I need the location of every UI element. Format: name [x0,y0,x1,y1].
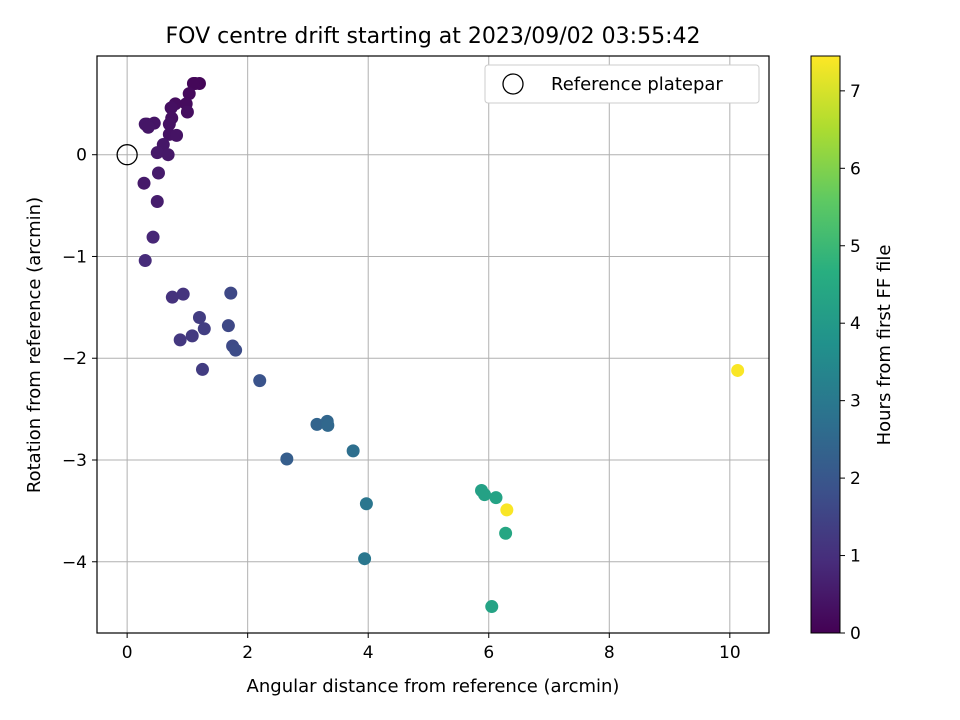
scatter-point [731,363,745,377]
y-tick-label: −1 [62,247,87,267]
y-tick-label: 0 [76,146,87,166]
scatter-point [150,146,164,160]
colorbar-gradient [810,55,841,634]
scatter-point [150,195,164,209]
scatter-point [346,444,360,458]
colorbar-label: Hours from first FF file [874,245,895,446]
legend-box [484,64,760,104]
colorbar-tick-label: 0 [850,624,861,644]
x-tick-label: 2 [242,643,253,663]
legend-marker-icon [502,73,524,95]
colorbar-tick-label: 6 [850,159,861,179]
data-points [137,76,745,614]
scatter-point [478,488,492,502]
scatter-point [138,254,152,268]
y-tick-label: −3 [62,451,87,471]
y-tick-label: −2 [62,349,87,369]
x-axis-label: Angular distance from reference (arcmin) [247,676,620,697]
scatter-point [253,374,267,388]
scatter-point [164,101,178,115]
scatter-point [146,230,160,244]
x-tick-label: 4 [363,643,374,663]
scatter-point [182,87,196,101]
y-axis-ticks: 0 −1 −2 −3 −4 [62,146,97,573]
scatter-point [359,497,373,511]
plot-frame [96,55,770,634]
x-axis-ticks: 0 2 4 6 8 10 [122,633,741,663]
scatter-point [500,503,514,517]
scatter-point [221,319,235,333]
x-tick-label: 8 [604,643,615,663]
colorbar-tick-label: 5 [850,237,861,257]
colorbar-tick-label: 3 [850,392,861,412]
scatter-point [499,526,513,540]
scatter-point [192,311,206,325]
scatter-point [195,362,209,376]
grid [97,56,769,633]
scatter-point [280,452,294,466]
reference-platepar-marker [116,144,138,166]
reference-marker-group [116,144,138,166]
x-tick-label: 6 [483,643,494,663]
scatter-point [137,176,151,190]
legend-label: Reference platepar [551,74,723,95]
y-tick-label: −4 [62,553,87,573]
chart-title: FOV centre drift starting at 2023/09/02 … [166,24,701,49]
scatter-point [197,322,211,336]
scatter-point [170,128,184,142]
scatter-point [224,286,238,300]
scatter-point [485,600,499,614]
scatter-point [321,418,335,432]
colorbar-tick-label: 7 [850,82,861,102]
scatter-point [173,333,187,347]
colorbar: 0 1 2 3 4 5 6 7 Hours from first FF file [810,55,895,644]
scatter-point [161,148,175,162]
x-tick-label: 0 [122,643,133,663]
scatter-point [141,120,155,134]
scatter-point [162,117,176,131]
scatter-point [165,290,179,304]
legend: Reference platepar [484,64,760,104]
colorbar-ticks: 0 1 2 3 4 5 6 7 [840,82,861,644]
scatter-point [185,329,199,343]
scatter-point [489,491,503,505]
colorbar-tick-label: 1 [850,547,861,567]
x-tick-label: 10 [719,643,741,663]
scatter-point [358,552,372,566]
scatter-point [186,76,200,90]
colorbar-tick-label: 4 [850,314,861,334]
scatter-point [176,287,190,301]
scatter-point [310,417,324,431]
colorbar-tick-label: 2 [850,469,861,489]
scatter-point [151,166,165,180]
y-axis-label: Rotation from reference (arcmin) [24,197,45,493]
scatter-point [180,105,194,119]
scatter-point [229,343,243,357]
